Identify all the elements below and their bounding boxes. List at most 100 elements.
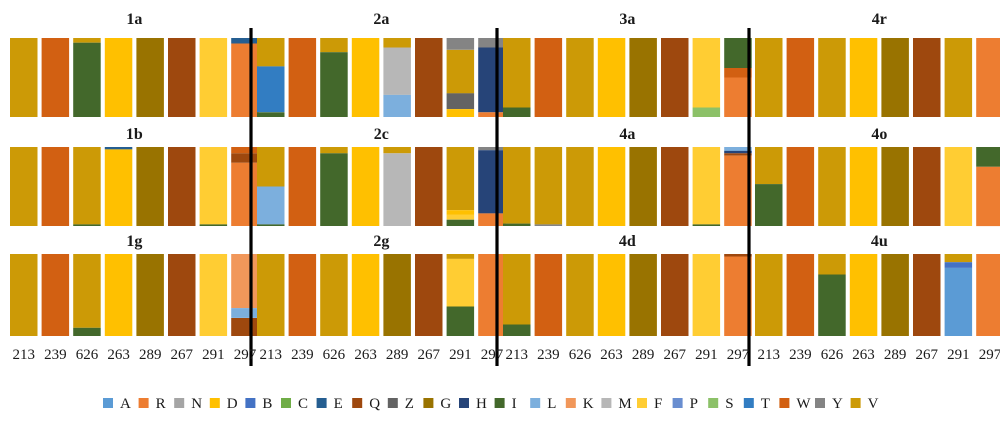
x-tick-label: 213 [13, 347, 36, 363]
legend-label: A [120, 396, 131, 412]
x-tick-label: 626 [323, 347, 346, 363]
bar-626 [566, 147, 594, 226]
bar-segment-F [199, 147, 228, 225]
bar-segment-W [786, 254, 815, 336]
bar-297 [478, 147, 506, 226]
bar-segment-W [41, 147, 70, 226]
panel-2c: 2c [257, 126, 506, 226]
bar-289 [136, 147, 164, 226]
panel-2g: 2g [257, 233, 506, 336]
x-tick-label: 267 [418, 347, 441, 363]
bar-239 [534, 147, 563, 226]
bar-segment-Z [446, 93, 475, 110]
legend-label: Q [369, 396, 380, 412]
panel-4a: 4a [503, 126, 752, 226]
bar-291 [944, 147, 973, 226]
bar-segment-F [446, 258, 475, 307]
bar-626 [73, 147, 101, 226]
panel-title: 2c [374, 126, 389, 143]
bar-segment-Q [168, 254, 196, 336]
bar-626 [818, 147, 846, 226]
bar-segment-Q [724, 254, 752, 257]
bar-239 [534, 38, 563, 117]
x-tick-label: 291 [449, 347, 472, 363]
legend-item-F: F [637, 396, 662, 412]
panel-title: 4d [619, 233, 636, 250]
bar-segment-V [10, 147, 38, 226]
bar-289 [383, 38, 411, 117]
legend-label: R [156, 396, 166, 412]
bar-segment-Q [661, 254, 689, 336]
bar-segment-D [849, 147, 878, 226]
bar-segment-I [257, 112, 285, 117]
bar-291 [944, 38, 973, 117]
bar-291 [944, 254, 973, 336]
x-tick-label: 239 [537, 347, 560, 363]
bar-segment-F [446, 214, 475, 220]
bar-segment-I [692, 224, 721, 226]
legend-swatch [779, 398, 790, 408]
bar-213 [257, 147, 285, 226]
bar-segment-Q [913, 147, 941, 226]
legend-label: D [227, 396, 238, 412]
bar-297 [231, 38, 259, 117]
bar-segment-D [351, 254, 380, 336]
legend-swatch [423, 398, 434, 408]
bar-239 [288, 147, 317, 226]
bar-segment-V [944, 38, 973, 117]
x-tick-label: 213 [758, 347, 781, 363]
legend-swatch [281, 398, 291, 408]
bar-segment-I [724, 38, 752, 68]
bar-segment-G [136, 38, 164, 117]
bar-segment-T [257, 66, 285, 113]
bar-267 [415, 38, 443, 117]
legend-swatch [459, 398, 469, 408]
legend-swatch [316, 398, 327, 408]
bar-segment-V [818, 254, 846, 275]
bar-segment-I [503, 107, 531, 117]
bar-segment-F [944, 147, 973, 226]
bar-segment-R [724, 256, 752, 336]
bar-263 [597, 147, 626, 226]
legend-item-S: S [708, 396, 734, 412]
bar-segment-F [692, 254, 721, 336]
panel-1g: 1g [10, 233, 259, 336]
bar-segment-Q [913, 254, 941, 336]
x-tick-label: 297 [979, 347, 1000, 363]
bar-267 [168, 147, 196, 226]
bar-segment-M [383, 153, 411, 226]
bar-segment-F [692, 147, 721, 225]
bar-segment-D [446, 109, 475, 117]
bar-213 [257, 254, 285, 336]
legend-swatch [815, 398, 825, 408]
bar-segment-V [755, 147, 783, 185]
bar-626 [818, 38, 846, 117]
legend-swatch [103, 398, 113, 408]
bar-239 [786, 38, 815, 117]
legend-label: S [725, 396, 733, 412]
bar-segment-R [478, 254, 506, 336]
x-tick-label: 239 [789, 347, 812, 363]
bar-289 [881, 254, 909, 336]
bar-segment-F [692, 38, 721, 108]
bar-626 [320, 254, 348, 336]
bar-segment-V [257, 147, 285, 187]
panel-1a: 1a [10, 11, 259, 118]
bar-segment-M [383, 47, 411, 95]
bar-291 [692, 147, 721, 226]
bar-297 [478, 254, 506, 336]
x-tick-label: 267 [664, 347, 687, 363]
x-tick-label: 291 [947, 347, 970, 363]
panel-3a: 3a [503, 11, 752, 117]
bar-segment-D [351, 38, 380, 117]
bar-segment-G [136, 147, 164, 226]
bar-263 [597, 254, 626, 336]
legend-label: M [618, 396, 631, 412]
bar-segment-B [944, 262, 973, 268]
bar-segment-D [351, 147, 380, 226]
bar-626 [73, 254, 101, 336]
bar-segment-G [629, 254, 657, 336]
legend-item-H: H [459, 396, 487, 412]
bar-213 [503, 254, 531, 336]
